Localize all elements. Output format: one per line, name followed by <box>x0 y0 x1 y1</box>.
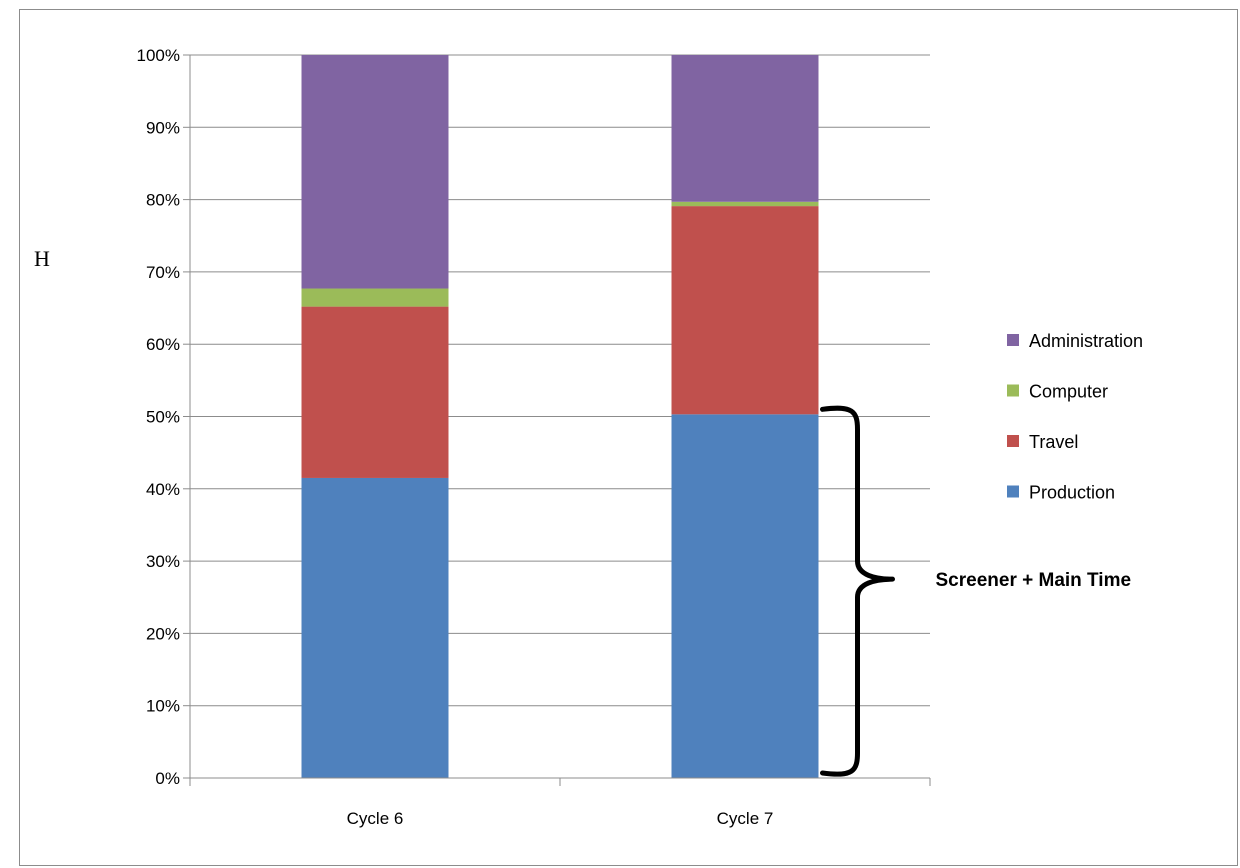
legend-label: Administration <box>1029 331 1143 351</box>
legend-swatch <box>1007 435 1019 447</box>
y-tick-label: 50% <box>146 408 180 427</box>
bar-segment-production <box>301 477 449 778</box>
x-tick-label: Cycle 7 <box>717 809 774 828</box>
y-tick-label: 10% <box>146 697 180 716</box>
legend-swatch <box>1007 334 1019 346</box>
y-tick-label: 100% <box>137 46 180 65</box>
stray-letter: H <box>34 246 50 271</box>
x-tick-label: Cycle 6 <box>347 809 404 828</box>
y-tick-label: 40% <box>146 480 180 499</box>
annotation: Screener + Main Time <box>820 405 1132 777</box>
bar-segment-travel <box>671 206 819 415</box>
legend-label: Travel <box>1029 432 1078 452</box>
y-tick-label: 80% <box>146 191 180 210</box>
bars <box>301 55 819 778</box>
brace-shape <box>820 405 895 777</box>
bar-segment-computer <box>301 288 449 307</box>
bar-segment-production <box>671 414 819 778</box>
legend-swatch <box>1007 485 1019 498</box>
axes <box>183 54 931 786</box>
y-tick-label: 20% <box>146 624 180 643</box>
annotation-text: Screener + Main Time <box>936 570 1132 591</box>
y-tick-label: 90% <box>146 118 180 137</box>
legend-swatch <box>1007 384 1019 397</box>
tick-labels: 0% 10% 20% 30% 40% 50% 60% 70% 80% 90% 100% Cycle 6… <box>137 46 774 828</box>
chart-border <box>19 9 1238 866</box>
bar-segment-administration <box>301 55 449 289</box>
legend-label: Production <box>1029 483 1115 503</box>
legend: Administration Computer Travel Production <box>1007 331 1143 503</box>
bar-segment-computer <box>671 201 819 207</box>
y-tick-label: 70% <box>146 263 180 282</box>
bar-segment-administration <box>671 55 819 202</box>
legend-label: Computer <box>1029 382 1108 402</box>
y-tick-label: 60% <box>146 335 180 354</box>
y-tick-label: 30% <box>146 552 180 571</box>
y-tick-label: 0% <box>155 769 180 788</box>
bar-segment-travel <box>301 306 449 478</box>
